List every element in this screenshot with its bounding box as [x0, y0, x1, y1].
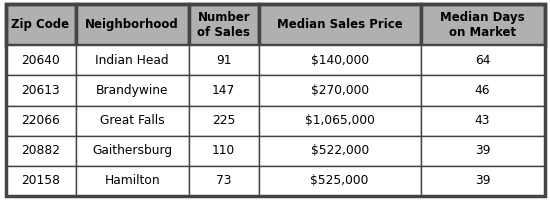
- Text: 73: 73: [216, 174, 232, 187]
- Text: 91: 91: [216, 54, 232, 67]
- Bar: [421, 45, 544, 75]
- Bar: [259, 45, 421, 75]
- Bar: [6, 45, 75, 75]
- Bar: [259, 4, 421, 45]
- Text: $140,000: $140,000: [311, 54, 368, 67]
- Bar: [259, 75, 421, 106]
- Bar: [189, 4, 259, 45]
- Text: 64: 64: [475, 54, 490, 67]
- Text: Great Falls: Great Falls: [100, 114, 164, 127]
- Text: 39: 39: [475, 174, 490, 187]
- Text: 20640: 20640: [21, 54, 60, 67]
- Bar: [421, 75, 544, 106]
- Text: $522,000: $522,000: [311, 144, 369, 157]
- Bar: [75, 136, 189, 166]
- Bar: [6, 136, 75, 166]
- Text: $270,000: $270,000: [311, 84, 368, 97]
- Text: 20882: 20882: [21, 144, 60, 157]
- Bar: [259, 166, 421, 196]
- Bar: [189, 136, 259, 166]
- Text: Hamilton: Hamilton: [104, 174, 160, 187]
- Text: $1,065,000: $1,065,000: [305, 114, 375, 127]
- Text: 43: 43: [475, 114, 490, 127]
- Bar: [189, 166, 259, 196]
- Bar: [75, 4, 189, 45]
- Bar: [259, 136, 421, 166]
- Bar: [6, 4, 75, 45]
- Bar: [259, 106, 421, 136]
- Text: Brandywine: Brandywine: [96, 84, 168, 97]
- Bar: [75, 45, 189, 75]
- Bar: [6, 75, 75, 106]
- Bar: [421, 4, 544, 45]
- Bar: [75, 106, 189, 136]
- Text: $525,000: $525,000: [311, 174, 369, 187]
- Text: 225: 225: [212, 114, 235, 127]
- Text: 39: 39: [475, 144, 490, 157]
- Text: Median Days
on Market: Median Days on Market: [440, 11, 525, 39]
- Text: Gaithersburg: Gaithersburg: [92, 144, 172, 157]
- Text: 46: 46: [475, 84, 490, 97]
- Bar: [421, 136, 544, 166]
- Text: 20613: 20613: [21, 84, 60, 97]
- Bar: [6, 106, 75, 136]
- Text: Median Sales Price: Median Sales Price: [277, 18, 403, 31]
- Bar: [75, 75, 189, 106]
- Bar: [189, 75, 259, 106]
- Text: 147: 147: [212, 84, 235, 97]
- Bar: [75, 166, 189, 196]
- Bar: [189, 45, 259, 75]
- Text: Neighborhood: Neighborhood: [85, 18, 179, 31]
- Text: Indian Head: Indian Head: [95, 54, 169, 67]
- Text: 110: 110: [212, 144, 235, 157]
- Bar: [6, 166, 75, 196]
- Text: 22066: 22066: [21, 114, 60, 127]
- Bar: [421, 106, 544, 136]
- Text: Zip Code: Zip Code: [12, 18, 70, 31]
- Text: 20158: 20158: [21, 174, 60, 187]
- Bar: [421, 166, 544, 196]
- Bar: [189, 106, 259, 136]
- Text: Number
of Sales: Number of Sales: [197, 11, 250, 39]
